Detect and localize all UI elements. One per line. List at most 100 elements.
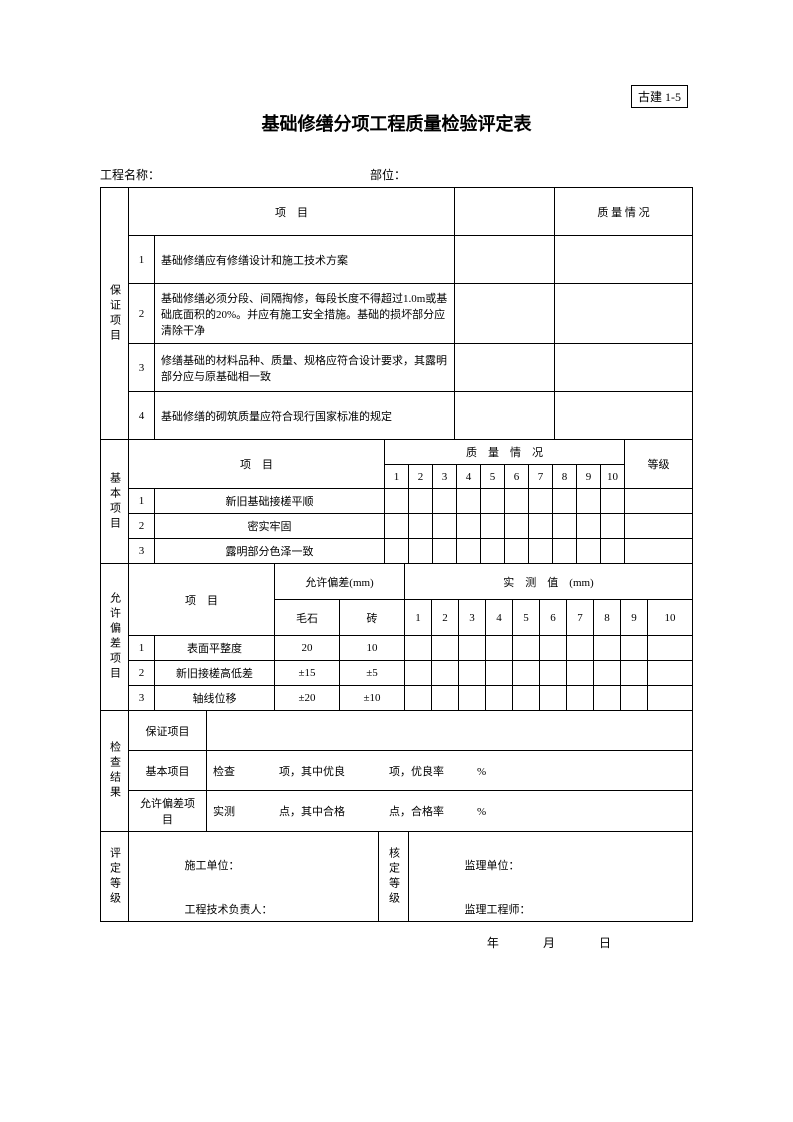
deviation-col-item: 项 目 [129,564,275,636]
d-cell[interactable] [594,686,621,711]
b-cell[interactable] [601,514,625,539]
d-cell[interactable] [594,661,621,686]
g-cell[interactable] [455,236,555,284]
b-cell[interactable] [505,514,529,539]
guarantee-section-label: 保证项目 [101,188,129,440]
insp-row3-cell[interactable]: 实测 点，其中合格 点，合格率 % [207,791,693,832]
g-cell[interactable] [455,392,555,440]
b-cell[interactable] [505,539,529,564]
b-row-text: 密实牢固 [155,514,385,539]
b-cell[interactable] [625,514,693,539]
b-cell[interactable] [625,489,693,514]
b-cell[interactable] [553,514,577,539]
d-stone: ±20 [275,686,340,711]
b-cell[interactable] [409,539,433,564]
b-cell[interactable] [601,489,625,514]
b-cell[interactable] [385,489,409,514]
d-cell[interactable] [459,661,486,686]
d-cell[interactable] [567,661,594,686]
d-cell[interactable] [486,636,513,661]
b-cell[interactable] [385,514,409,539]
b-cell[interactable] [385,539,409,564]
d-cell[interactable] [486,686,513,711]
d-cell[interactable] [648,661,693,686]
doc-code: 古建 1-5 [638,90,681,104]
d-num: 3 [459,600,486,636]
a-blank[interactable] [409,832,459,922]
d-num: 1 [405,600,432,636]
basic-table: 基本项目 项 目 质 量 情 况 等级 1 2 3 4 5 6 7 8 9 10… [100,439,693,564]
assessment-table: 评定等级 施工单位： 核定等级 监理单位： 工程技术负责人： 监理工程师： [100,831,693,922]
unit-label: 部位： [370,166,406,183]
b-cell[interactable] [601,539,625,564]
d-cell[interactable] [405,686,432,711]
b-cell[interactable] [529,539,553,564]
d-cell[interactable] [540,661,567,686]
d-cell[interactable] [540,686,567,711]
header-line: 工程名称： 部位： [100,166,693,183]
deviation-sub-stone: 毛石 [275,600,340,636]
insp-row2-cell[interactable]: 检查 项，其中优良 项，优良率 % [207,751,693,791]
d-num: 9 [621,600,648,636]
d-cell[interactable] [621,661,648,686]
b-cell[interactable] [553,489,577,514]
d-cell[interactable] [621,686,648,711]
d-cell[interactable] [513,636,540,661]
verify-grade: 核定等级 [379,832,409,922]
d-cell[interactable] [594,636,621,661]
d-cell[interactable] [621,636,648,661]
insp-row1-cell[interactable] [207,711,693,751]
t: % [477,766,486,778]
d-cell[interactable] [405,636,432,661]
d-num: 4 [486,600,513,636]
g-cell[interactable] [555,344,693,392]
b-cell[interactable] [529,514,553,539]
d-cell[interactable] [432,636,459,661]
d-cell[interactable] [567,636,594,661]
d-cell[interactable] [459,636,486,661]
b-cell[interactable] [577,514,601,539]
d-cell[interactable] [432,661,459,686]
b-cell[interactable] [481,489,505,514]
d-cell[interactable] [405,661,432,686]
b-cell[interactable] [457,514,481,539]
d-cell[interactable] [459,686,486,711]
g-row-text: 基础修缮必须分段、间隔掏修，每段长度不得超过1.0m或基础底面积的20%。并应有… [155,284,455,344]
g-cell[interactable] [555,392,693,440]
b-cell[interactable] [481,539,505,564]
d-num: 8 [594,600,621,636]
b-cell[interactable] [481,514,505,539]
b-cell[interactable] [433,489,457,514]
d-cell[interactable] [432,686,459,711]
b-cell[interactable] [529,489,553,514]
b-cell[interactable] [433,514,457,539]
b-cell[interactable] [409,514,433,539]
guarantee-table: 保证项目 项 目 质 量 情 况 1 基础修缮应有修缮设计和施工技术方案 2 基… [100,187,693,440]
d-cell[interactable] [513,661,540,686]
b-cell[interactable] [505,489,529,514]
g-cell[interactable] [455,284,555,344]
g-row-text: 修缮基础的材料品种、质量、规格应符合设计要求，其露明部分应与原基础相一致 [155,344,455,392]
g-cell[interactable] [555,284,693,344]
b-cell[interactable] [457,489,481,514]
a-blank[interactable] [129,832,179,922]
b-cell[interactable] [577,489,601,514]
b-cell[interactable] [553,539,577,564]
b-cell[interactable] [409,489,433,514]
b-cell[interactable] [457,539,481,564]
insp-row1-label: 保证项目 [129,711,207,751]
b-num: 7 [529,465,553,489]
d-cell[interactable] [486,661,513,686]
d-cell[interactable] [540,636,567,661]
b-cell[interactable] [625,539,693,564]
d-cell[interactable] [567,686,594,711]
b-cell[interactable] [433,539,457,564]
g-cell[interactable] [555,236,693,284]
g-cell[interactable] [455,344,555,392]
d-cell[interactable] [513,686,540,711]
d-cell[interactable] [648,686,693,711]
t: 项，其中优良 [279,766,345,778]
d-cell[interactable] [648,636,693,661]
deviation-col-allow: 允许偏差(mm) [275,564,405,600]
b-cell[interactable] [577,539,601,564]
